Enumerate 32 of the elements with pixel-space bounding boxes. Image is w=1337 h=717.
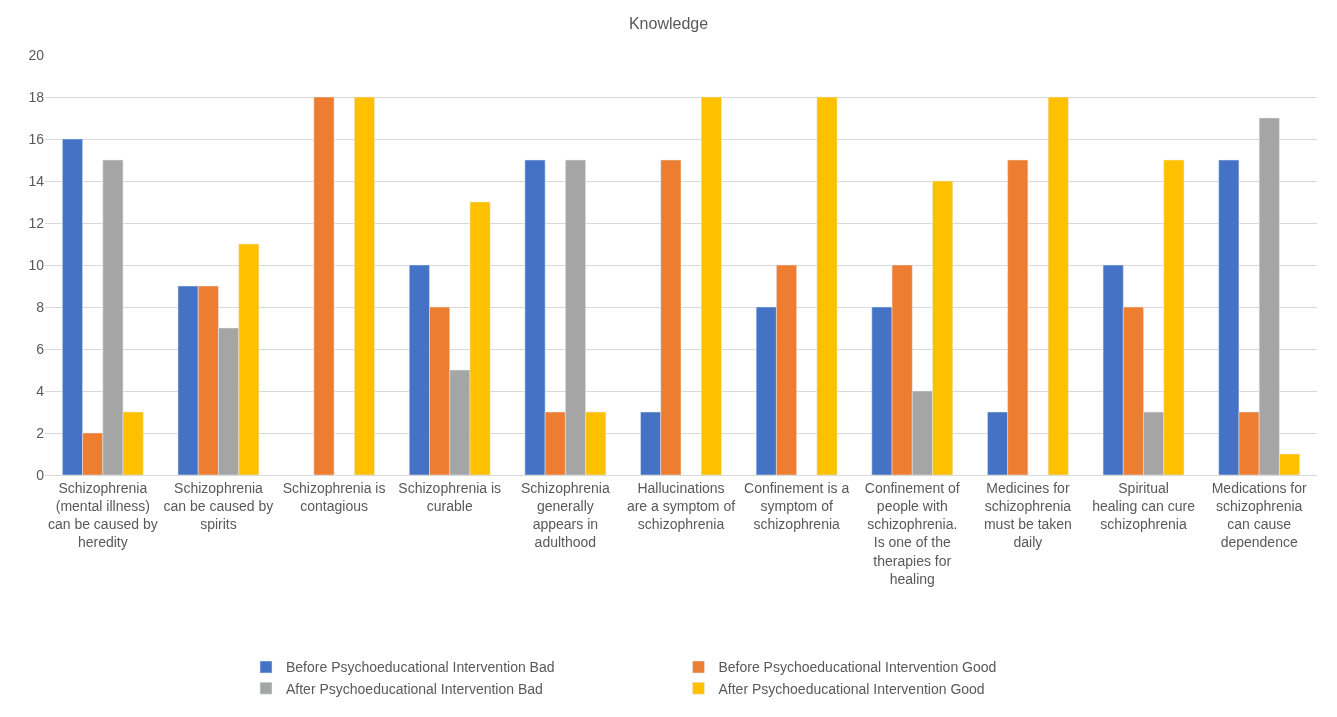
bar (354, 96, 375, 475)
bar (1047, 96, 1069, 475)
x-tick-label: Medications for schizophrenia can cause dependence (1211, 479, 1307, 551)
y-tick-label: 12 (28, 214, 45, 231)
bar (816, 96, 838, 475)
y-tick-label: 0 (36, 466, 45, 483)
y-tick-label: 4 (36, 382, 45, 399)
x-tick-label: Confinement of people with schizophrenia. Is one of the therapies for healing (864, 479, 960, 587)
y-tick-label: 6 (36, 340, 45, 357)
legend-label: Before Psychoeducational Intervention Bad (286, 659, 555, 676)
x-tick-label: Schizophrenia is contagious (282, 479, 386, 514)
x-tick-label: Spiritual healing can cure schizophrenia (1092, 479, 1196, 533)
x-tick-label: Schizophrenia is curable (398, 479, 502, 514)
y-tick-label: 18 (28, 88, 45, 105)
y-tick-label: 20 (28, 46, 45, 63)
y-tick-label: 16 (28, 130, 45, 147)
x-tick-label: Medicines for schizophrenia must be taken daily (983, 479, 1072, 551)
y-tick-label: 8 (36, 298, 45, 315)
x-tick-label: Hallucinations are a symptom of schizophrenia (626, 479, 736, 533)
legend-label: After Psychoeducational Intervention Bad (286, 680, 543, 697)
y-tick-label: 14 (28, 172, 45, 189)
chart-title: Knowledge (628, 15, 709, 33)
bar (313, 96, 335, 475)
bar (700, 96, 722, 475)
x-tick-label: Schizophrenia generally appears in adulthood (520, 479, 610, 551)
legend-label: Before Psychoeducational Intervention Good (718, 659, 997, 676)
y-tick-label: 2 (36, 424, 45, 441)
x-tick-label: Schizophrenia can be caused by spirits (163, 479, 274, 533)
legend-label: After Psychoeducational Intervention Good (718, 680, 985, 697)
y-tick-label: 10 (28, 256, 45, 273)
x-tick-label: Confinement is a symptom of schizophrenia (744, 479, 850, 533)
x-tick-label: Schizophrenia (mental illness) can be caused by heredity (47, 479, 158, 551)
